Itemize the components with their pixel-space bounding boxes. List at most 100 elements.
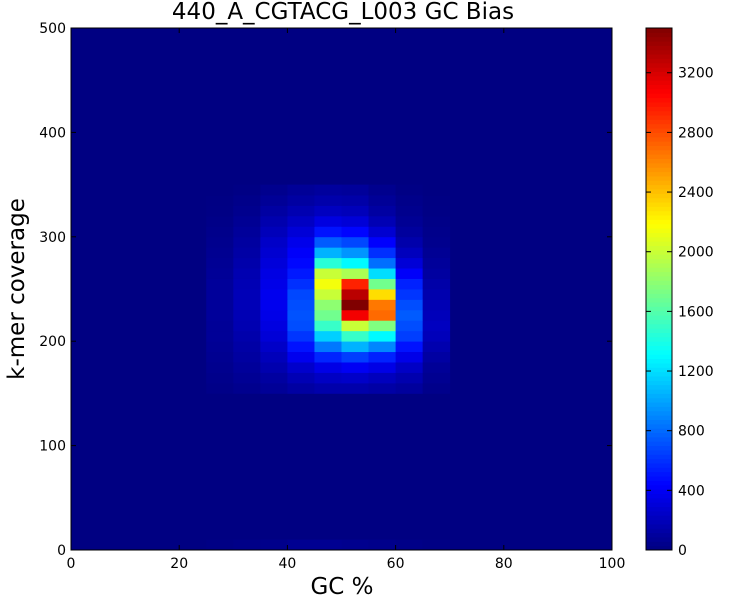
heatmap-cell [314,195,342,206]
colorbar-segment [646,536,672,542]
heatmap-cell [341,320,369,332]
colorbar-segment [646,471,672,477]
colorbar-segment [646,467,672,473]
heatmap-cell [422,215,451,227]
heatmap-cell [287,362,315,373]
x-axis-ticks: 0 20 40 60 80 100 [67,28,625,572]
heatmap-cell [368,268,396,279]
heatmap-cell [314,362,342,373]
colorbar-segment [646,376,672,381]
heatmap-cell [341,257,369,269]
heatmap-cell [314,247,342,259]
heatmap-cell [206,247,234,259]
colorbar-frame [645,27,673,551]
heatmap-cell [341,341,369,353]
heatmap-cell [287,184,315,196]
heatmap-cell [395,372,424,384]
colorbar-segment [646,71,672,77]
heatmap-cell [314,320,342,332]
heatmap-cell [368,539,396,551]
colorbar-segment [646,271,672,277]
colorbar-segment [646,167,672,173]
x-tick-label: 0 [67,556,76,572]
heatmap-cell [233,309,261,321]
colorbar-segment [646,88,672,94]
colorbar-segment [646,58,672,64]
colorbar-segment [646,223,672,229]
heatmap-cell [260,341,288,353]
colorbar-segment [646,158,672,164]
heatmap-cell [287,539,315,551]
heatmap-cell [260,236,288,248]
heatmap-cell [314,278,342,290]
colorbar-segment [646,62,672,68]
heatmap-cell [233,351,261,363]
colorbar-segment [646,206,672,212]
heatmap-cell [206,195,234,206]
heatmap-cell [206,539,234,551]
y-tick-label: 500 [39,21,66,37]
colorbar-segment [646,523,672,529]
colorbar-segment [646,193,672,199]
heatmap-cell [233,341,261,353]
heatmap-cell [233,226,261,238]
heatmap-cell [395,362,424,373]
plot-frame [70,27,613,551]
colorbar-segment [646,162,672,168]
heatmap-cell [287,215,315,227]
heatmap-cell [422,236,451,248]
heatmap-cell [395,226,424,238]
colorbar-segment [646,541,672,547]
colorbar-segment [646,380,672,386]
heatmap-cell [233,195,261,206]
chart-title: 440_A_CGTACG_L003 GC Bias [172,0,514,25]
heatmap-cell [260,226,288,238]
heatmap-cell [341,289,369,300]
heatmap-cell [422,226,451,238]
colorbar-segment [646,480,672,486]
heatmap-cell [368,257,396,269]
heatmap-cell [206,289,234,300]
heatmap-cell [395,351,424,363]
heatmap-cell [260,539,288,551]
colorbar-segment [646,284,672,290]
colorbar-segment [646,384,672,390]
heatmap-cell [260,362,288,373]
colorbar-segment [646,210,672,216]
heatmap-cell [395,236,424,248]
colorbar-segment [646,184,672,190]
colorbar-segment [646,123,672,129]
heatmap-cell [233,247,261,259]
heatmap-cell [341,215,369,227]
heatmap-cell [341,351,369,363]
heatmap-cell [287,372,315,384]
colorbar-segment [646,502,672,507]
colorbar-segment [646,458,672,464]
heatmap-cell [287,205,315,217]
heatmap-cell [287,341,315,353]
heatmap-cell [260,372,288,384]
colorbar-segment [646,489,672,494]
heatmap-cell [260,382,288,394]
colorbar-segment [646,32,672,38]
heatmap-cell [314,372,342,384]
colorbar-segment [646,371,672,377]
colorbar-segment [646,275,672,281]
heatmap-cell [341,309,369,321]
colorbar-segment [646,84,672,90]
colorbar-segment [646,28,672,33]
heatmap-cell [422,299,451,311]
heatmap-cell [314,330,342,342]
heatmap-cell [395,309,424,321]
colorbar-segment [646,441,672,447]
heatmap-cell [206,236,234,248]
colorbar-tick-label: 1600 [678,304,714,320]
colorbar-segment [646,515,672,521]
heatmap-cell [233,215,261,227]
heatmap-cell [314,382,342,394]
heatmap-cell [368,351,396,363]
colorbar-segment [646,445,672,451]
colorbar-segment [646,75,672,81]
heatmap-cell [314,309,342,321]
